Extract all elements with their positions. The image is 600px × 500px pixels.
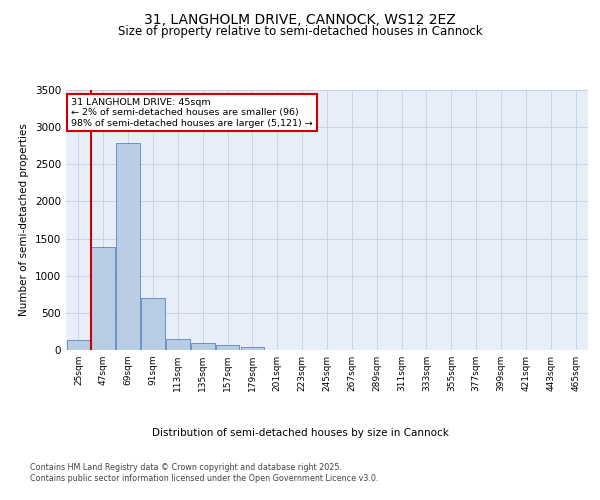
Text: Contains public sector information licensed under the Open Government Licence v3: Contains public sector information licen… [30,474,379,483]
Bar [141,298,165,350]
Y-axis label: Number of semi-detached properties: Number of semi-detached properties [19,124,29,316]
Text: 31, LANGHOLM DRIVE, CANNOCK, WS12 2EZ: 31, LANGHOLM DRIVE, CANNOCK, WS12 2EZ [144,12,456,26]
Bar [116,142,140,350]
Text: 31 LANGHOLM DRIVE: 45sqm
← 2% of semi-detached houses are smaller (96)
98% of se: 31 LANGHOLM DRIVE: 45sqm ← 2% of semi-de… [71,98,313,128]
Text: Size of property relative to semi-detached houses in Cannock: Size of property relative to semi-detach… [118,25,482,38]
Bar [216,345,239,350]
Bar [67,340,90,350]
Bar [166,339,190,350]
Text: Contains HM Land Registry data © Crown copyright and database right 2025.: Contains HM Land Registry data © Crown c… [30,462,342,471]
Bar [191,342,215,350]
Bar [241,346,264,350]
Text: Distribution of semi-detached houses by size in Cannock: Distribution of semi-detached houses by … [152,428,448,438]
Bar [91,248,115,350]
